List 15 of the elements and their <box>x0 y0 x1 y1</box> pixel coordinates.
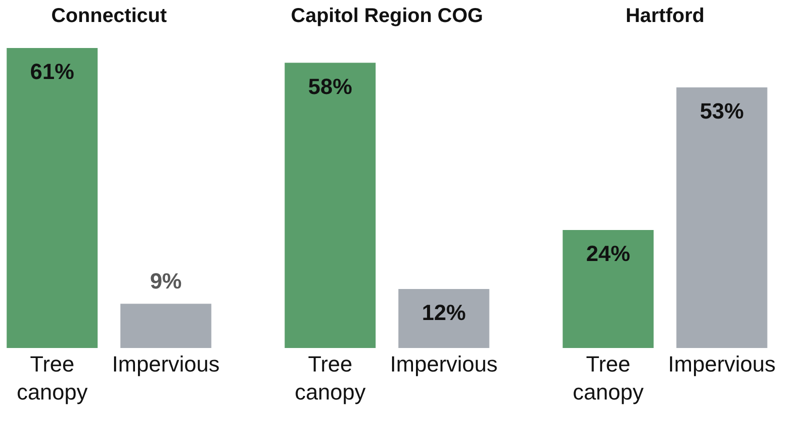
chart-title: Connecticut <box>51 5 168 27</box>
data-label: 12% <box>422 300 466 325</box>
data-label: 61% <box>30 59 74 84</box>
data-label: 9% <box>150 268 182 294</box>
chart-title: Hartford <box>626 5 704 27</box>
x-tick-label: Impervious <box>390 352 498 376</box>
x-tick-label: Impervious <box>112 352 220 376</box>
x-tick-label: Impervious <box>668 352 776 376</box>
x-tick-label: Tree canopy <box>572 352 644 404</box>
x-tick-label: Tree canopy <box>16 352 88 404</box>
x-tick-label: Tree canopy <box>294 352 366 404</box>
data-label: 53% <box>700 98 744 124</box>
data-label: 58% <box>308 74 352 99</box>
data-label: 24% <box>586 240 630 266</box>
chart-title: Capitol Region COG <box>290 5 484 27</box>
